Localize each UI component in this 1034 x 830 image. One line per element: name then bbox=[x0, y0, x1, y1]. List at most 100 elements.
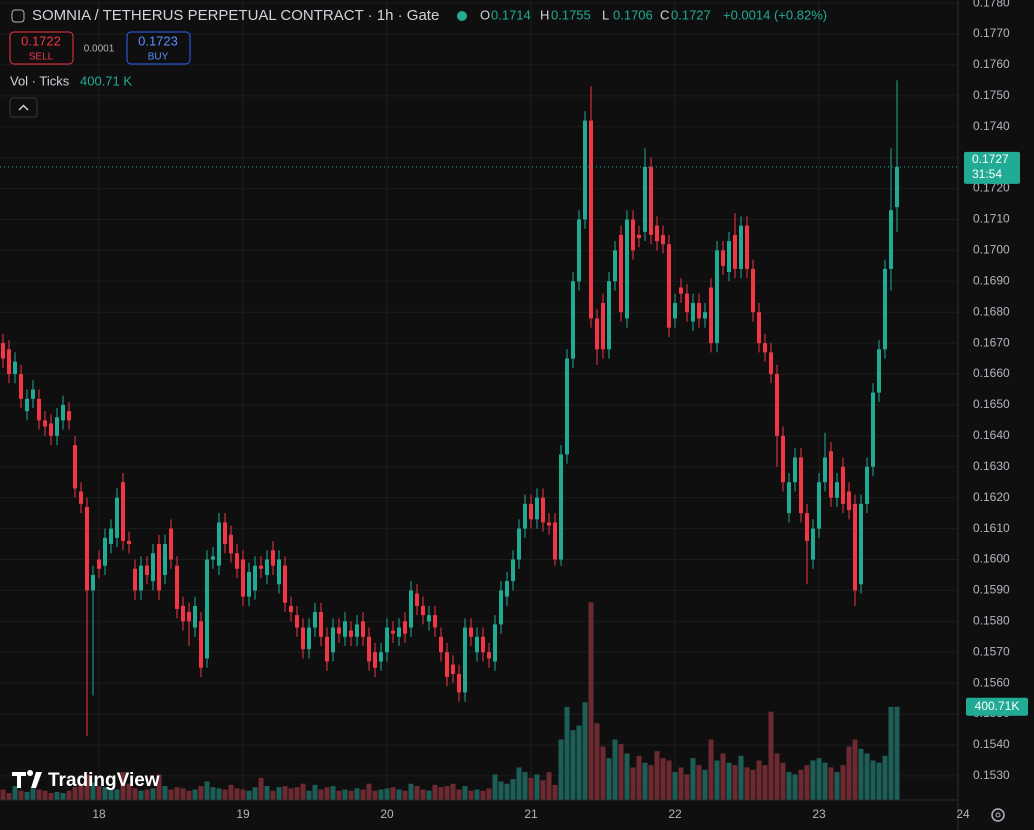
candle-body bbox=[637, 234, 641, 239]
ohlc-value: 0.1714 bbox=[491, 7, 531, 22]
volume-bar bbox=[498, 781, 504, 800]
y-tick-label: 0.1600 bbox=[973, 552, 1010, 566]
candle-body bbox=[463, 627, 467, 693]
x-tick-label: 18 bbox=[92, 807, 106, 821]
volume-bar bbox=[690, 758, 696, 800]
volume-bar bbox=[732, 765, 738, 800]
volume-bar bbox=[192, 789, 198, 800]
volume-bar bbox=[738, 755, 744, 800]
ohlc-value: 0.1755 bbox=[551, 7, 591, 22]
volume-bar bbox=[72, 787, 78, 800]
candle-body bbox=[421, 605, 425, 616]
volume-bar bbox=[684, 774, 690, 800]
y-tick-label: 0.1580 bbox=[973, 614, 1010, 628]
volume-bar bbox=[798, 769, 804, 800]
volume-bar bbox=[126, 783, 132, 800]
volume-bar bbox=[108, 788, 114, 800]
buy-label: BUY bbox=[148, 52, 169, 63]
candle-body bbox=[235, 553, 239, 569]
volume-bar bbox=[42, 790, 48, 800]
y-tick-label: 0.1610 bbox=[973, 521, 1010, 535]
spread: 0.0001 bbox=[84, 44, 115, 55]
volume-bar bbox=[138, 790, 144, 800]
volume-bar bbox=[570, 730, 576, 800]
volume-bar bbox=[840, 765, 846, 800]
ohlc-value: 0.1706 bbox=[613, 7, 653, 22]
candle-body bbox=[583, 120, 587, 220]
volume-bar bbox=[720, 753, 726, 800]
candle-body bbox=[613, 250, 617, 282]
y-tick-label: 0.1570 bbox=[973, 644, 1010, 658]
y-tick-label: 0.1650 bbox=[973, 397, 1010, 411]
volume-bar bbox=[438, 787, 444, 800]
candle-body bbox=[301, 627, 305, 650]
candle-body bbox=[295, 615, 299, 628]
candle-body bbox=[229, 534, 233, 554]
volume-bar bbox=[852, 739, 858, 800]
candle-body bbox=[799, 457, 803, 514]
candle-body bbox=[31, 389, 35, 399]
volume-bar bbox=[558, 739, 564, 800]
candle-body bbox=[877, 349, 881, 393]
candle-body bbox=[433, 615, 437, 628]
volume-bar bbox=[66, 790, 72, 800]
candle-body bbox=[649, 166, 653, 235]
volume-bar bbox=[468, 790, 474, 800]
volume-bar bbox=[276, 787, 282, 800]
volume-bar bbox=[816, 758, 822, 800]
volume-bar bbox=[162, 786, 168, 800]
volume-bar bbox=[168, 789, 174, 800]
candle-body bbox=[553, 522, 557, 560]
candle-body bbox=[265, 559, 269, 575]
volume-bar bbox=[270, 790, 276, 800]
volume-bar bbox=[894, 706, 900, 800]
ohlc-legend: O 0.1714 H 0.1755 L 0.1706 C 0.1727 +0.0014 (+0.… bbox=[480, 7, 827, 22]
buy-price: 0.1723 bbox=[138, 33, 178, 48]
candle-body bbox=[805, 513, 809, 541]
volume-bar bbox=[462, 786, 468, 800]
volume-bar bbox=[114, 789, 120, 800]
volume-bar bbox=[534, 774, 540, 800]
volume-bar bbox=[6, 793, 12, 800]
volume-bar bbox=[834, 772, 840, 800]
candle-body bbox=[625, 219, 629, 319]
y-tick-label: 0.1530 bbox=[973, 768, 1010, 782]
chevron-icon bbox=[18, 104, 29, 111]
volume-bar bbox=[18, 790, 24, 800]
volume-bar bbox=[294, 787, 300, 800]
volume-bar bbox=[60, 793, 66, 800]
candle-body bbox=[325, 636, 329, 662]
volume-bar bbox=[198, 786, 204, 800]
volume-bar bbox=[120, 772, 126, 800]
sell-button[interactable] bbox=[9, 31, 74, 65]
candle-body bbox=[247, 571, 251, 597]
volume-bar bbox=[324, 787, 330, 800]
volume-tag-label: 400.71K bbox=[975, 699, 1020, 713]
volume-bar bbox=[540, 780, 546, 800]
settings-button[interactable] bbox=[991, 808, 1005, 822]
candle-body bbox=[715, 250, 719, 344]
volume-bar bbox=[828, 767, 834, 800]
candle-body bbox=[157, 544, 161, 591]
candle-body bbox=[205, 559, 209, 659]
candle-body bbox=[445, 652, 449, 677]
candle-body bbox=[307, 627, 311, 650]
volume-bar bbox=[402, 790, 408, 800]
candle-body bbox=[679, 287, 683, 294]
x-tick-label: 23 bbox=[812, 807, 826, 821]
candle-body bbox=[19, 374, 23, 399]
volume-bar bbox=[36, 789, 42, 800]
buy-button[interactable] bbox=[126, 31, 191, 65]
candle-body bbox=[349, 630, 353, 637]
settings-icon bbox=[995, 812, 1001, 818]
candle-body bbox=[727, 241, 731, 273]
candle-body bbox=[61, 404, 65, 421]
volume-bar bbox=[786, 772, 792, 800]
volume-bar bbox=[384, 788, 390, 800]
collapse-button[interactable] bbox=[9, 97, 38, 118]
candle-body bbox=[451, 664, 455, 674]
volume-bar bbox=[582, 702, 588, 800]
volume-bar bbox=[0, 789, 6, 800]
candle-body bbox=[493, 624, 497, 662]
candle-body bbox=[403, 621, 407, 634]
